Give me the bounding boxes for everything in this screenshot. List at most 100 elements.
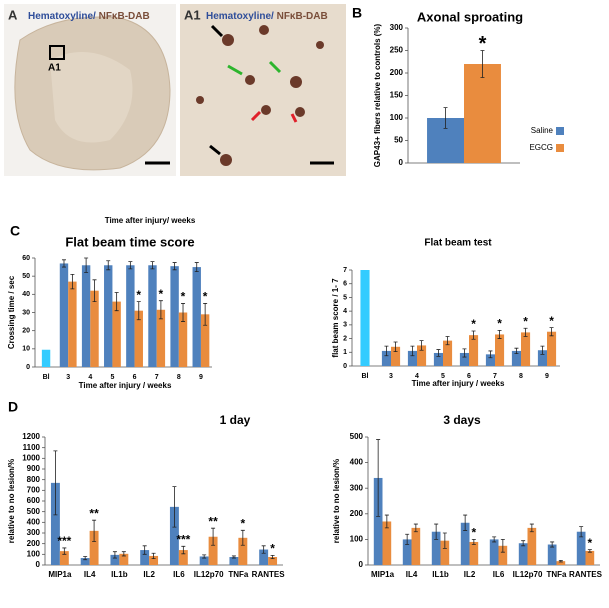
panel-letter: A1 bbox=[184, 7, 201, 22]
x-tick-label: IL12p70 bbox=[194, 570, 224, 579]
error-bar bbox=[384, 345, 389, 357]
stain-2: NFκB-DAB bbox=[277, 11, 328, 22]
error-bar bbox=[480, 50, 485, 78]
error-bar bbox=[419, 340, 424, 351]
error-bar bbox=[514, 347, 519, 355]
bar bbox=[469, 335, 479, 366]
image-a1 bbox=[180, 4, 346, 176]
error-bar bbox=[92, 279, 97, 302]
bar bbox=[50, 482, 60, 565]
y-tick-label: 300 bbox=[27, 528, 41, 537]
y-tick-label: 400 bbox=[350, 458, 364, 467]
x-tick-label: 3 bbox=[389, 373, 393, 380]
bar bbox=[459, 352, 469, 366]
bar bbox=[585, 550, 595, 565]
significance-mark: * bbox=[549, 314, 554, 328]
y-tick-label: 150 bbox=[390, 91, 404, 100]
bar bbox=[80, 558, 90, 565]
y-tick-label: 6 bbox=[343, 281, 347, 288]
x-tick-label: 8 bbox=[177, 374, 181, 381]
x-tick-label: RANTES bbox=[252, 570, 286, 579]
error-bar bbox=[172, 262, 177, 271]
bar bbox=[443, 340, 453, 366]
y-tick-label: 500 bbox=[350, 432, 364, 441]
error-bar bbox=[540, 345, 545, 355]
x-tick-label: IL6 bbox=[493, 570, 505, 579]
x-tick-label: Bl bbox=[43, 374, 50, 381]
y-tick-label: 200 bbox=[350, 509, 364, 518]
bar bbox=[110, 554, 120, 565]
chart-title: Flat beam test bbox=[424, 238, 492, 249]
significance-mark: * bbox=[497, 317, 502, 331]
error-bar bbox=[579, 526, 584, 538]
significance-mark: * bbox=[270, 542, 275, 556]
y-tick-label: 0 bbox=[343, 363, 347, 370]
bar bbox=[148, 265, 157, 367]
legend-label: Saline bbox=[531, 126, 554, 135]
y-tick-label: 50 bbox=[394, 136, 403, 145]
error-bar bbox=[53, 450, 58, 516]
error-bar bbox=[172, 486, 177, 528]
x-tick-label: IL2 bbox=[464, 570, 476, 579]
stain-caption: Hematoxyline/ NFκB-DAB bbox=[28, 11, 150, 22]
bar bbox=[119, 553, 129, 565]
significance-mark: ** bbox=[89, 506, 99, 520]
x-tick-label: 6 bbox=[467, 373, 471, 380]
significance-mark: * bbox=[471, 317, 476, 331]
x-tick-label: TNFa bbox=[547, 570, 568, 579]
error-bar bbox=[150, 261, 155, 270]
x-tick-label: 4 bbox=[88, 374, 92, 381]
x-tick-label: 5 bbox=[110, 374, 114, 381]
y-tick-label: 10 bbox=[22, 346, 30, 353]
error-bar bbox=[550, 541, 555, 548]
bar bbox=[178, 550, 188, 565]
error-bar bbox=[434, 523, 439, 540]
error-bar bbox=[142, 545, 147, 555]
y-tick-label: 300 bbox=[350, 483, 364, 492]
x-tick-label: 9 bbox=[545, 373, 549, 380]
error-bar bbox=[410, 345, 415, 357]
y-tick-label: 0 bbox=[36, 560, 41, 569]
x-tick-label: 3 bbox=[66, 374, 70, 381]
x-tick-label: MIP1a bbox=[48, 570, 72, 579]
error-bar bbox=[523, 327, 528, 337]
bar bbox=[464, 64, 501, 163]
bar bbox=[112, 301, 121, 367]
error-bar bbox=[521, 540, 526, 547]
y-tick-label: 40 bbox=[22, 291, 30, 298]
chart-title: Axonal sproating bbox=[417, 9, 523, 24]
bar bbox=[382, 521, 392, 565]
x-tick-label: IL2 bbox=[143, 570, 155, 579]
error-bar bbox=[194, 262, 199, 273]
y-tick-label: 300 bbox=[390, 23, 404, 32]
error-bar bbox=[529, 523, 534, 533]
y-tick-label: 60 bbox=[22, 255, 30, 262]
error-bar bbox=[128, 261, 133, 270]
x-tick-label: IL6 bbox=[173, 570, 185, 579]
error-bar bbox=[136, 301, 141, 321]
inset-label: A1 bbox=[48, 63, 61, 74]
error-bar bbox=[497, 329, 502, 339]
bar bbox=[41, 349, 51, 367]
y-tick-label: 700 bbox=[27, 485, 41, 494]
significance-mark: * bbox=[181, 290, 186, 304]
y-tick-label: 1200 bbox=[22, 432, 40, 441]
bar bbox=[527, 527, 537, 565]
bar bbox=[495, 334, 505, 366]
image-a bbox=[4, 4, 176, 176]
y-tick-label: 0 bbox=[359, 560, 364, 569]
y-tick-label: 200 bbox=[390, 68, 404, 77]
error-bar bbox=[112, 551, 117, 559]
error-bar bbox=[114, 292, 119, 312]
bar bbox=[89, 530, 99, 565]
bar bbox=[134, 310, 143, 367]
y-axis-label: relative to no lesion/% bbox=[332, 459, 341, 543]
x-tick-label: Bl bbox=[362, 373, 369, 380]
y-tick-label: 1000 bbox=[22, 453, 40, 462]
significance-mark: * bbox=[479, 33, 487, 55]
legend-swatch bbox=[556, 127, 564, 135]
y-tick-label: 800 bbox=[27, 475, 41, 484]
bar bbox=[431, 531, 441, 565]
bar bbox=[140, 550, 150, 565]
bar bbox=[126, 265, 135, 367]
